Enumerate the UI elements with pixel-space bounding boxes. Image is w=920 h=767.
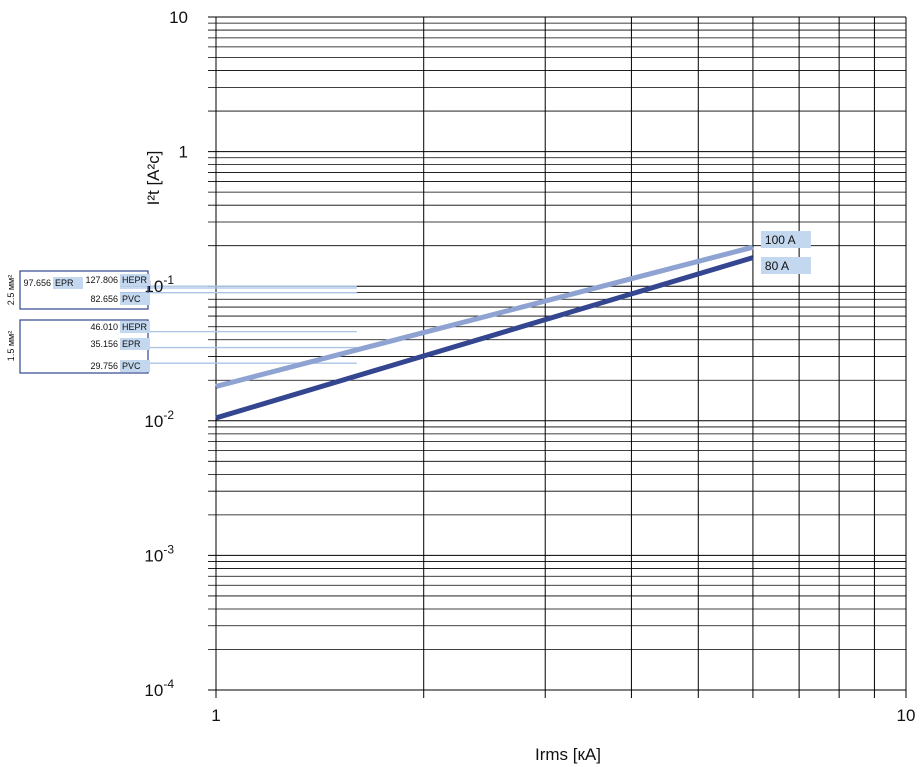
insulation-tag: EPR: [55, 278, 74, 288]
x-tick-label: 10: [897, 706, 916, 725]
insulation-tag: HEPR: [122, 275, 148, 285]
cable-value: 35.156: [90, 339, 118, 349]
insulation-tag: PVC: [122, 294, 141, 304]
x-tick-label: 1: [211, 706, 220, 725]
y-tick-label: 10: [169, 8, 188, 27]
y-tick-label: 1: [179, 143, 188, 162]
cable-value: 82.656: [90, 294, 118, 304]
series-labels: 100 A 80 A: [760, 231, 811, 274]
series-group: [215, 244, 754, 421]
cable-value: 97.656: [23, 278, 51, 288]
insulation-tag-bg: [120, 293, 150, 305]
x-tick-labels: 1 10: [211, 706, 915, 725]
cable-section-label: 2.5 мм²: [6, 275, 16, 305]
cable-value: 46.010: [90, 322, 118, 332]
series-line-1: [215, 244, 754, 389]
series-line-2: [215, 255, 754, 421]
y-tick-label: 10-2: [144, 408, 174, 431]
insulation-tag-bg: [120, 360, 150, 372]
insulation-tag-bg: [120, 338, 150, 350]
insulation-tag: HEPR: [122, 322, 148, 332]
grid: [208, 16, 907, 698]
insulation-tag: EPR: [122, 339, 141, 349]
series-label: 80 A: [765, 259, 789, 273]
cable-value: 127.806: [85, 275, 118, 285]
series-label-bg: [760, 231, 811, 248]
y-tick-label: 10-3: [144, 542, 174, 565]
y-tick-label: 10-4: [144, 677, 174, 700]
series-label-bg: [760, 257, 811, 274]
insulation-tag-bg: [120, 321, 150, 333]
cable-labels: 2.5 мм² 1.5 мм² 127.806 HEPR 97.656 EPR 82.656…: [6, 270, 150, 374]
y-axis-label: I²t [A²c]: [144, 151, 163, 206]
cable-section-label: 1.5 мм²: [6, 331, 16, 361]
cable-value: 29.756: [90, 361, 118, 371]
cable-group-box: [19, 270, 149, 310]
series-label: 100 A: [765, 233, 796, 247]
insulation-tag-bg: [53, 277, 83, 289]
insulation-tag-bg: [120, 274, 150, 286]
reference-lines: [120, 285, 357, 364]
insulation-tag: PVC: [122, 361, 141, 371]
x-axis-label: Irms [кA]: [535, 745, 601, 764]
